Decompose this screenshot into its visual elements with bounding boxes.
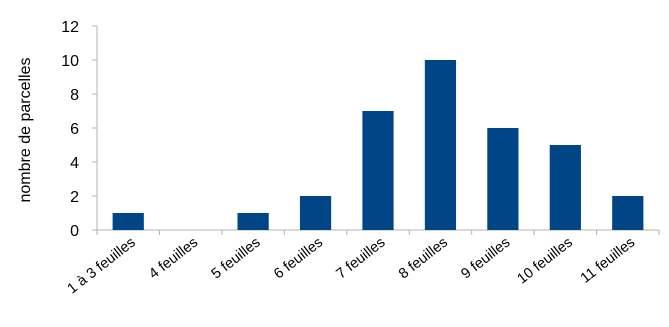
bar [237, 213, 269, 230]
y-tick-label: 6 [70, 121, 79, 138]
bar [362, 111, 394, 230]
y-tick-label: 10 [61, 53, 79, 70]
x-tick-labels: 1 à 3 feuilles 4 feuilles 5 feuilles 6 feui… [65, 235, 639, 298]
bar [549, 145, 581, 230]
y-tick-label: 0 [70, 223, 79, 240]
x-tick-label: 9 feuilles [458, 235, 513, 283]
bar [612, 196, 644, 230]
x-tick-label: 1 à 3 feuilles [65, 235, 139, 298]
bar [487, 128, 519, 230]
bar [112, 213, 144, 230]
x-tick-label: 10 feuilles [514, 235, 575, 288]
y-tick-labels: 0 2 4 6 8 10 12 [61, 19, 79, 240]
x-tick-label: 4 feuilles [146, 235, 201, 283]
bar [424, 60, 457, 230]
y-axis-title: nombre de parcelles [17, 58, 34, 203]
x-tick-label: 7 feuilles [334, 235, 389, 283]
x-tick-label: 11 feuilles [578, 235, 638, 287]
x-tick-label: 5 feuilles [209, 235, 264, 283]
y-tick-label: 8 [70, 87, 79, 104]
y-tick-label: 2 [70, 189, 79, 206]
y-tick-label: 12 [61, 19, 79, 36]
x-tick-label: 8 feuilles [396, 235, 451, 283]
x-tick-label: 6 feuilles [271, 235, 326, 283]
bar [299, 196, 332, 230]
y-tick-label: 4 [70, 155, 79, 172]
bars [112, 60, 644, 230]
